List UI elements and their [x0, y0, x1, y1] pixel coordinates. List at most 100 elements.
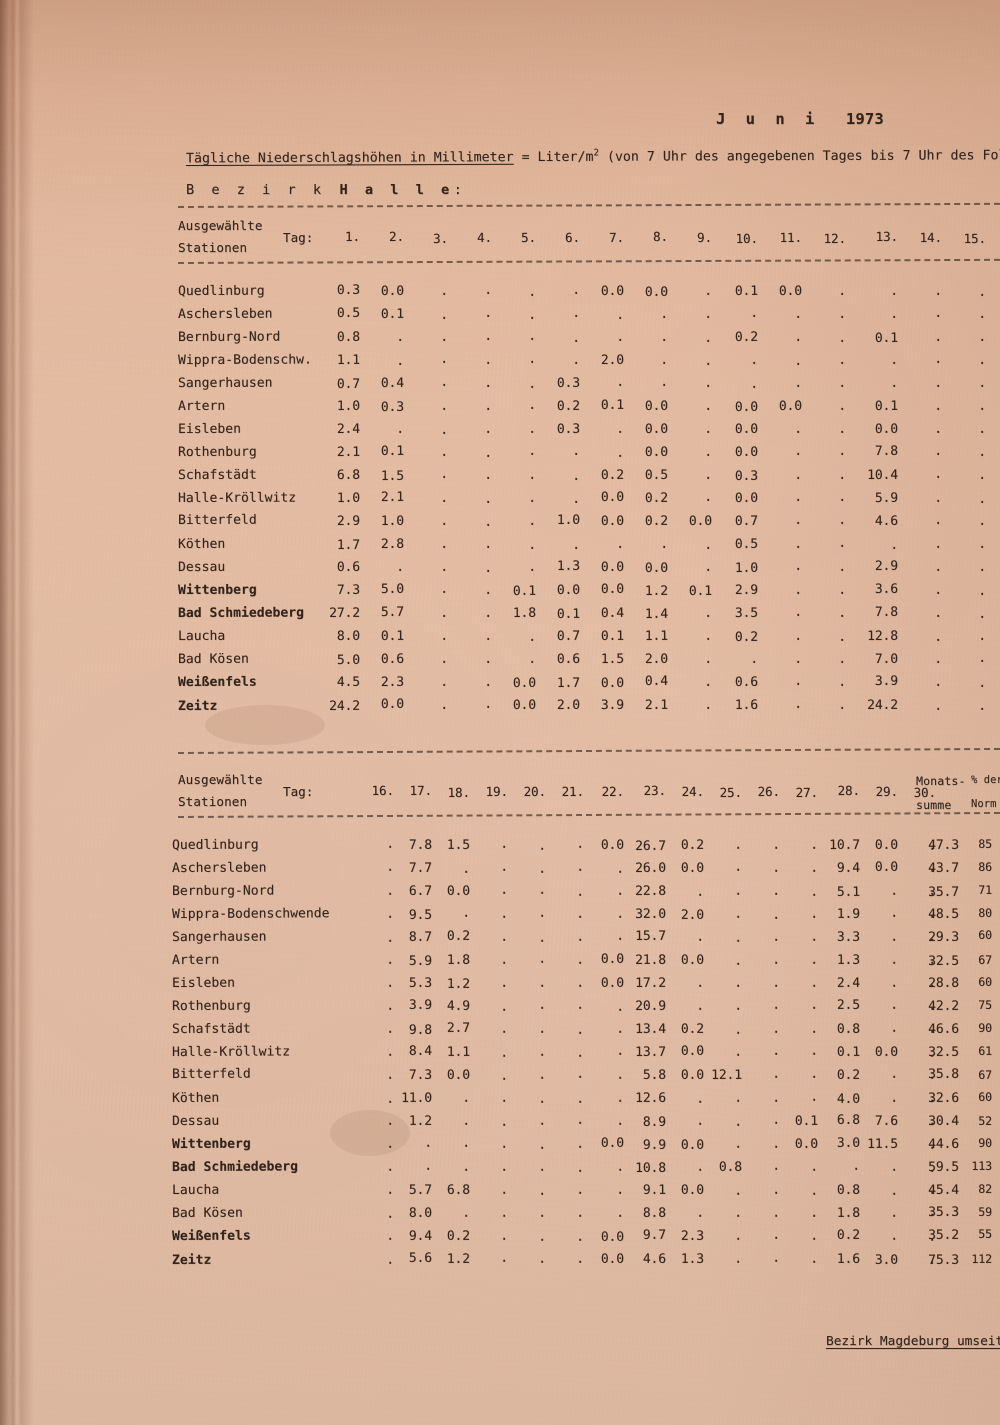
- percent-of-norm-cell: 67: [978, 952, 993, 967]
- measurement-cell: 0.0: [600, 559, 625, 575]
- measurement-cell-trace: .: [978, 606, 987, 622]
- station-name-cell: Rothenburg: [171, 998, 251, 1014]
- day-column-header: 5.: [521, 230, 537, 246]
- measurement-cell: 32.0: [635, 906, 667, 922]
- measurement-cell: 0.0: [644, 421, 669, 437]
- measurement-cell: 0.6: [734, 675, 759, 691]
- measurement-cell-trace: .: [810, 998, 819, 1014]
- table2-tag-label: Tag:: [283, 784, 314, 799]
- measurement-cell-trace: .: [810, 906, 819, 922]
- station-name-cell: Schafstädt: [171, 1021, 251, 1038]
- monthly-sum-cell: 43.7: [928, 861, 960, 877]
- measurement-cell: 6.8: [336, 467, 361, 484]
- measurement-cell: 5.6: [408, 1251, 433, 1267]
- measurement-cell-trace: .: [616, 1021, 625, 1037]
- measurement-cell: 7.0: [874, 651, 899, 667]
- day-column-header: 20.: [523, 784, 547, 800]
- day-column-header: 19.: [485, 783, 509, 800]
- measurement-cell: 0.2: [644, 490, 669, 506]
- monthly-sum-cell: 48.5: [928, 906, 960, 922]
- station-name-cell: Quedlinburg: [177, 283, 265, 299]
- measurement-cell: 12.8: [867, 629, 899, 645]
- measurement-cell: 5.9: [874, 490, 899, 506]
- monthly-sum-cell: 45.4: [928, 1183, 960, 1199]
- measurement-cell-trace: .: [616, 1159, 625, 1175]
- measurement-cell: 0.2: [734, 629, 759, 645]
- measurement-cell-trace: .: [704, 422, 713, 438]
- station-name-cell: Köthen: [177, 536, 226, 553]
- day-column-header: 16.: [371, 783, 395, 799]
- measurement-cell: 5.0: [380, 582, 405, 598]
- table2-pct-header-line1: % der: [971, 774, 1000, 786]
- monthly-sum-cell: 46.6: [928, 1022, 960, 1038]
- measurement-cell: 1.1: [644, 628, 669, 644]
- measurement-cell: 9.7: [642, 1228, 667, 1244]
- measurement-cell: 0.0: [734, 421, 759, 437]
- measurement-cell: 0.0: [600, 952, 625, 968]
- measurement-cell: 9.9: [642, 1137, 667, 1153]
- district-colon: :: [453, 182, 462, 198]
- measurement-cell: 3.6: [874, 582, 899, 598]
- measurement-cell-trace: .: [978, 698, 987, 714]
- measurement-cell: 1.0: [380, 513, 405, 529]
- measurement-cell: 1.1: [336, 352, 361, 368]
- measurement-cell-trace: .: [616, 1113, 625, 1129]
- measurement-cell: 0.0: [778, 283, 803, 299]
- measurement-cell-trace: .: [616, 906, 625, 922]
- day-column-header: 25.: [719, 784, 743, 800]
- measurement-cell: 1.5: [380, 468, 405, 484]
- day-column-header: 1.: [345, 229, 361, 245]
- measurement-cell-trace: .: [838, 444, 847, 460]
- measurement-cell-trace: .: [978, 583, 987, 599]
- measurement-cell: 5.0: [336, 652, 361, 668]
- table1-tag-label: Tag:: [283, 230, 314, 245]
- measurement-cell-trace: .: [704, 675, 713, 691]
- table1-row-header-line2: Stationen: [178, 240, 248, 255]
- measurement-cell-trace: .: [978, 352, 987, 369]
- measurement-cell: 2.0: [644, 651, 669, 667]
- day-column-header: 2.: [389, 229, 405, 245]
- measurement-cell: 1.5: [600, 651, 625, 667]
- measurement-cell-trace: .: [704, 560, 713, 576]
- day-column-header: 23.: [643, 783, 667, 799]
- monthly-sum-cell: 29.3: [928, 929, 960, 945]
- measurement-cell-trace: .: [838, 629, 847, 645]
- measurement-cell-trace: .: [838, 421, 847, 437]
- table1-rule-top: [177, 202, 1000, 208]
- measurement-cell-trace: .: [978, 375, 987, 391]
- measurement-cell: 0.2: [556, 398, 581, 414]
- measurement-cell-trace: .: [704, 697, 713, 713]
- day-column-header: 8.: [653, 229, 669, 245]
- monthly-sum-cell: 35.8: [928, 1067, 960, 1083]
- monthly-sum-cell: 32.5: [928, 953, 960, 969]
- measurement-cell: 0.1: [600, 398, 625, 414]
- table2-pct-header-line2: Norm: [971, 798, 997, 810]
- measurement-cell-trace: .: [810, 884, 819, 900]
- day-column-header: 27.: [795, 784, 819, 800]
- measurement-cell-trace: .: [528, 376, 537, 392]
- percent-of-norm-cell: 82: [978, 1182, 993, 1197]
- measurement-cell-trace: .: [704, 490, 713, 506]
- measurement-cell: 0.3: [380, 399, 405, 415]
- measurement-cell: 5.9: [408, 953, 433, 969]
- measurement-cell-trace: .: [810, 1067, 819, 1083]
- station-name-cell: Bad Kösen: [171, 1205, 243, 1221]
- measurement-cell: 0.0: [644, 284, 669, 300]
- measurement-cell: 0.1: [512, 583, 537, 599]
- measurement-cell: 0.0: [600, 490, 625, 506]
- day-column-header: 28.: [837, 783, 861, 799]
- measurement-cell: 2.1: [336, 444, 361, 461]
- paper-stain: [205, 705, 325, 745]
- station-name-cell: Sangerhausen: [177, 375, 273, 391]
- measurement-cell-trace: .: [978, 559, 987, 575]
- measurement-cell: 1.6: [734, 698, 759, 714]
- measurement-cell: 0.0: [380, 283, 405, 299]
- percent-of-norm-cell: 55: [978, 1227, 993, 1242]
- measurement-cell: 27.2: [329, 606, 361, 622]
- percent-of-norm-cell: 60: [978, 928, 993, 943]
- measurement-cell-trace: .: [572, 491, 581, 507]
- measurement-cell-trace: .: [528, 398, 537, 414]
- measurement-cell: 0.5: [336, 306, 361, 322]
- percent-of-norm-cell: 90: [978, 1135, 993, 1150]
- measurement-cell-trace: .: [704, 284, 713, 300]
